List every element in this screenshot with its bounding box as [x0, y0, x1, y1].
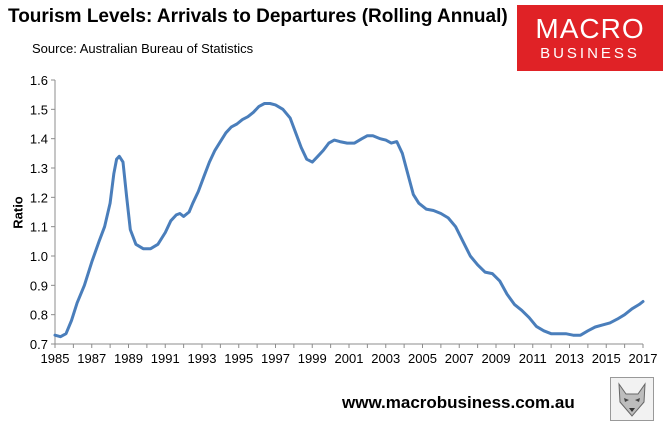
y-tick-label: 1.6: [30, 73, 48, 88]
x-tick-label: 1985: [41, 351, 70, 366]
wolf-logo-icon: [610, 377, 654, 421]
chart-source: Source: Australian Bureau of Statistics: [32, 41, 254, 56]
x-tick-label: 1999: [298, 351, 327, 366]
logo-line-2: BUSINESS: [540, 45, 640, 62]
macrobusiness-logo: MACRO BUSINESS: [517, 5, 663, 71]
x-tick-label: 2013: [555, 351, 584, 366]
website-url: www.macrobusiness.com.au: [342, 393, 575, 412]
x-tick-label: 1987: [77, 351, 106, 366]
x-tick-label: 2001: [335, 351, 364, 366]
x-tick-label: 2003: [371, 351, 400, 366]
y-tick-label: 1.0: [30, 249, 48, 264]
x-tick-label: 2005: [408, 351, 437, 366]
x-tick-label: 2009: [482, 351, 511, 366]
x-tick-label: 1991: [151, 351, 180, 366]
y-tick-label: 1.3: [30, 161, 48, 176]
x-tick-label: 1993: [188, 351, 217, 366]
x-tick-label: 1997: [261, 351, 290, 366]
y-tick-label: 0.9: [30, 278, 48, 293]
y-tick-label: 0.7: [30, 337, 48, 352]
y-tick-label: 1.5: [30, 102, 48, 117]
chart-title: Tourism Levels: Arrivals to Departures (…: [8, 6, 508, 27]
x-tick-label: 1995: [224, 351, 253, 366]
y-tick-label: 1.4: [30, 132, 48, 147]
y-tick-label: 0.8: [30, 308, 48, 323]
y-tick-label: 1.2: [30, 190, 48, 205]
x-tick-label: 2015: [592, 351, 621, 366]
x-tick-label: 2007: [445, 351, 474, 366]
series-line: [53, 102, 645, 339]
x-tick-label: 2011: [519, 351, 547, 366]
x-tick-label: 2017: [629, 351, 658, 366]
logo-line-1: MACRO: [535, 13, 645, 44]
y-tick-label: 1.1: [30, 220, 48, 235]
x-tick-label: 1989: [114, 351, 143, 366]
